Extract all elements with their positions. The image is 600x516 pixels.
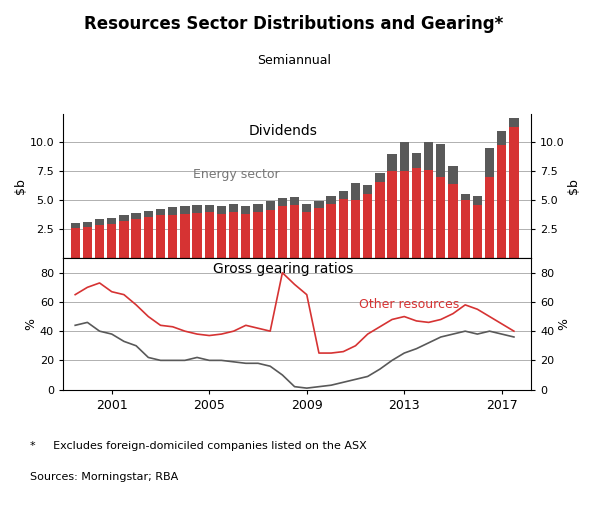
- Bar: [266, 209, 275, 258]
- Bar: [485, 177, 494, 258]
- Bar: [290, 205, 299, 258]
- Bar: [143, 211, 153, 217]
- Bar: [314, 208, 323, 258]
- Bar: [388, 154, 397, 171]
- Bar: [241, 214, 250, 258]
- Bar: [253, 204, 263, 212]
- Text: Semiannual: Semiannual: [257, 54, 331, 67]
- Bar: [241, 206, 250, 214]
- Bar: [424, 170, 433, 258]
- Bar: [229, 213, 238, 258]
- Bar: [424, 142, 433, 170]
- Bar: [326, 204, 336, 258]
- Bar: [497, 145, 506, 258]
- Bar: [363, 195, 373, 258]
- Bar: [473, 196, 482, 205]
- Bar: [290, 197, 299, 205]
- Bar: [266, 201, 275, 209]
- Bar: [363, 185, 373, 195]
- Bar: [71, 228, 80, 258]
- Bar: [375, 172, 385, 182]
- Bar: [229, 204, 238, 213]
- Bar: [71, 223, 80, 228]
- Bar: [326, 196, 336, 204]
- Bar: [448, 166, 458, 184]
- Bar: [83, 222, 92, 227]
- Text: Other resources: Other resources: [359, 298, 460, 311]
- Bar: [509, 127, 518, 258]
- Bar: [388, 171, 397, 258]
- Bar: [95, 225, 104, 258]
- Y-axis label: %: %: [557, 318, 570, 330]
- Bar: [412, 153, 421, 168]
- Bar: [217, 206, 226, 214]
- Bar: [302, 212, 311, 258]
- Bar: [83, 227, 92, 258]
- Bar: [375, 182, 385, 258]
- Bar: [131, 219, 141, 258]
- Bar: [156, 209, 165, 215]
- Bar: [168, 215, 178, 258]
- Text: Energy sector: Energy sector: [193, 168, 280, 182]
- Bar: [95, 219, 104, 225]
- Bar: [205, 205, 214, 213]
- Bar: [193, 205, 202, 213]
- Bar: [485, 148, 494, 177]
- Bar: [461, 200, 470, 258]
- Bar: [473, 205, 482, 258]
- Bar: [205, 213, 214, 258]
- Y-axis label: $b: $b: [14, 178, 26, 194]
- Bar: [509, 118, 518, 127]
- Bar: [119, 215, 128, 221]
- Bar: [351, 200, 360, 258]
- Bar: [400, 142, 409, 171]
- Bar: [193, 213, 202, 258]
- Bar: [253, 212, 263, 258]
- Bar: [351, 183, 360, 200]
- Bar: [497, 131, 506, 145]
- Bar: [143, 217, 153, 258]
- Bar: [400, 171, 409, 258]
- Bar: [314, 201, 323, 208]
- Text: Resources Sector Distributions and Gearing*: Resources Sector Distributions and Geari…: [85, 15, 503, 34]
- Bar: [412, 168, 421, 258]
- Text: *     Excludes foreign-domiciled companies listed on the ASX: * Excludes foreign-domiciled companies l…: [30, 441, 367, 451]
- Bar: [436, 143, 445, 177]
- Bar: [302, 204, 311, 212]
- Bar: [131, 213, 141, 219]
- Bar: [168, 206, 178, 215]
- Bar: [217, 214, 226, 258]
- Bar: [338, 191, 348, 199]
- Text: Dividends: Dividends: [248, 124, 317, 138]
- Bar: [107, 218, 116, 224]
- Bar: [180, 206, 190, 214]
- Y-axis label: $b: $b: [568, 178, 580, 194]
- Bar: [180, 214, 190, 258]
- Text: Sources: Morningstar; RBA: Sources: Morningstar; RBA: [30, 472, 178, 482]
- Bar: [338, 199, 348, 258]
- Bar: [436, 177, 445, 258]
- Bar: [119, 221, 128, 258]
- Bar: [156, 215, 165, 258]
- Y-axis label: %: %: [24, 318, 37, 330]
- Bar: [107, 224, 116, 258]
- Text: Gross gearing ratios: Gross gearing ratios: [213, 262, 353, 276]
- Bar: [278, 198, 287, 206]
- Bar: [448, 184, 458, 258]
- Bar: [461, 195, 470, 200]
- Bar: [278, 206, 287, 258]
